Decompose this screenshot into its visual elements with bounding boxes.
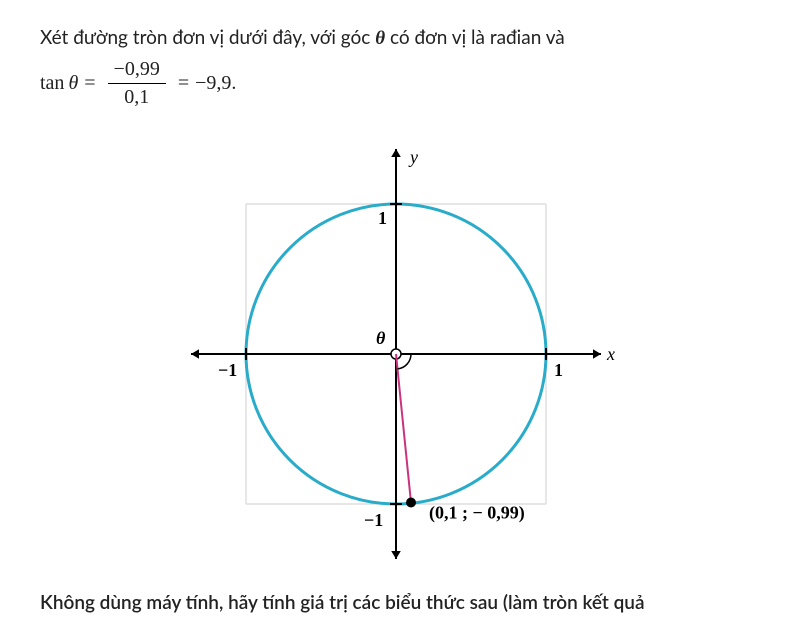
tan-formula: tan θ = −0,99 0,1 = −9,9 . xyxy=(40,58,771,109)
intro-line-1: Xét đường tròn đơn vị dưới đây, với góc … xyxy=(40,24,771,54)
svg-text:−1: −1 xyxy=(364,510,383,530)
equals-2: = xyxy=(178,72,189,95)
tan-label: tan xyxy=(40,72,64,95)
unit-circle-svg: y x 1 −1 1 −1 θ (0,1 ; − 0,99) xyxy=(166,139,646,569)
svg-text:−1: −1 xyxy=(218,360,237,380)
svg-text:x: x xyxy=(606,344,615,364)
intro-text-1-tail: có đơn vị là rađian và xyxy=(390,26,565,49)
svg-text:1: 1 xyxy=(554,360,563,380)
intro-text-1: Xét đường tròn đơn vị dưới đây, với góc xyxy=(40,26,370,49)
result-value: −9,9 xyxy=(195,72,231,95)
bottom-prompt: Không dùng máy tính, hãy tính giá trị cá… xyxy=(40,589,771,618)
svg-text:(0,1 ; − 0,99): (0,1 ; − 0,99) xyxy=(429,502,525,523)
svg-text:θ: θ xyxy=(376,328,386,348)
svg-text:y: y xyxy=(408,147,418,167)
unit-circle-chart: y x 1 −1 1 −1 θ (0,1 ; − 0,99) xyxy=(40,139,771,569)
equals-1: = xyxy=(84,72,95,95)
svg-text:1: 1 xyxy=(378,208,387,228)
fraction-denominator: 0,1 xyxy=(108,84,166,109)
fraction: −0,99 0,1 xyxy=(108,58,166,109)
theta-symbol: θ xyxy=(375,28,385,49)
theta-symbol-2: θ xyxy=(68,72,78,95)
bottom-text: Không dùng máy tính, hãy tính giá trị cá… xyxy=(40,591,645,614)
period: . xyxy=(231,72,236,95)
fraction-numerator: −0,99 xyxy=(108,58,166,84)
